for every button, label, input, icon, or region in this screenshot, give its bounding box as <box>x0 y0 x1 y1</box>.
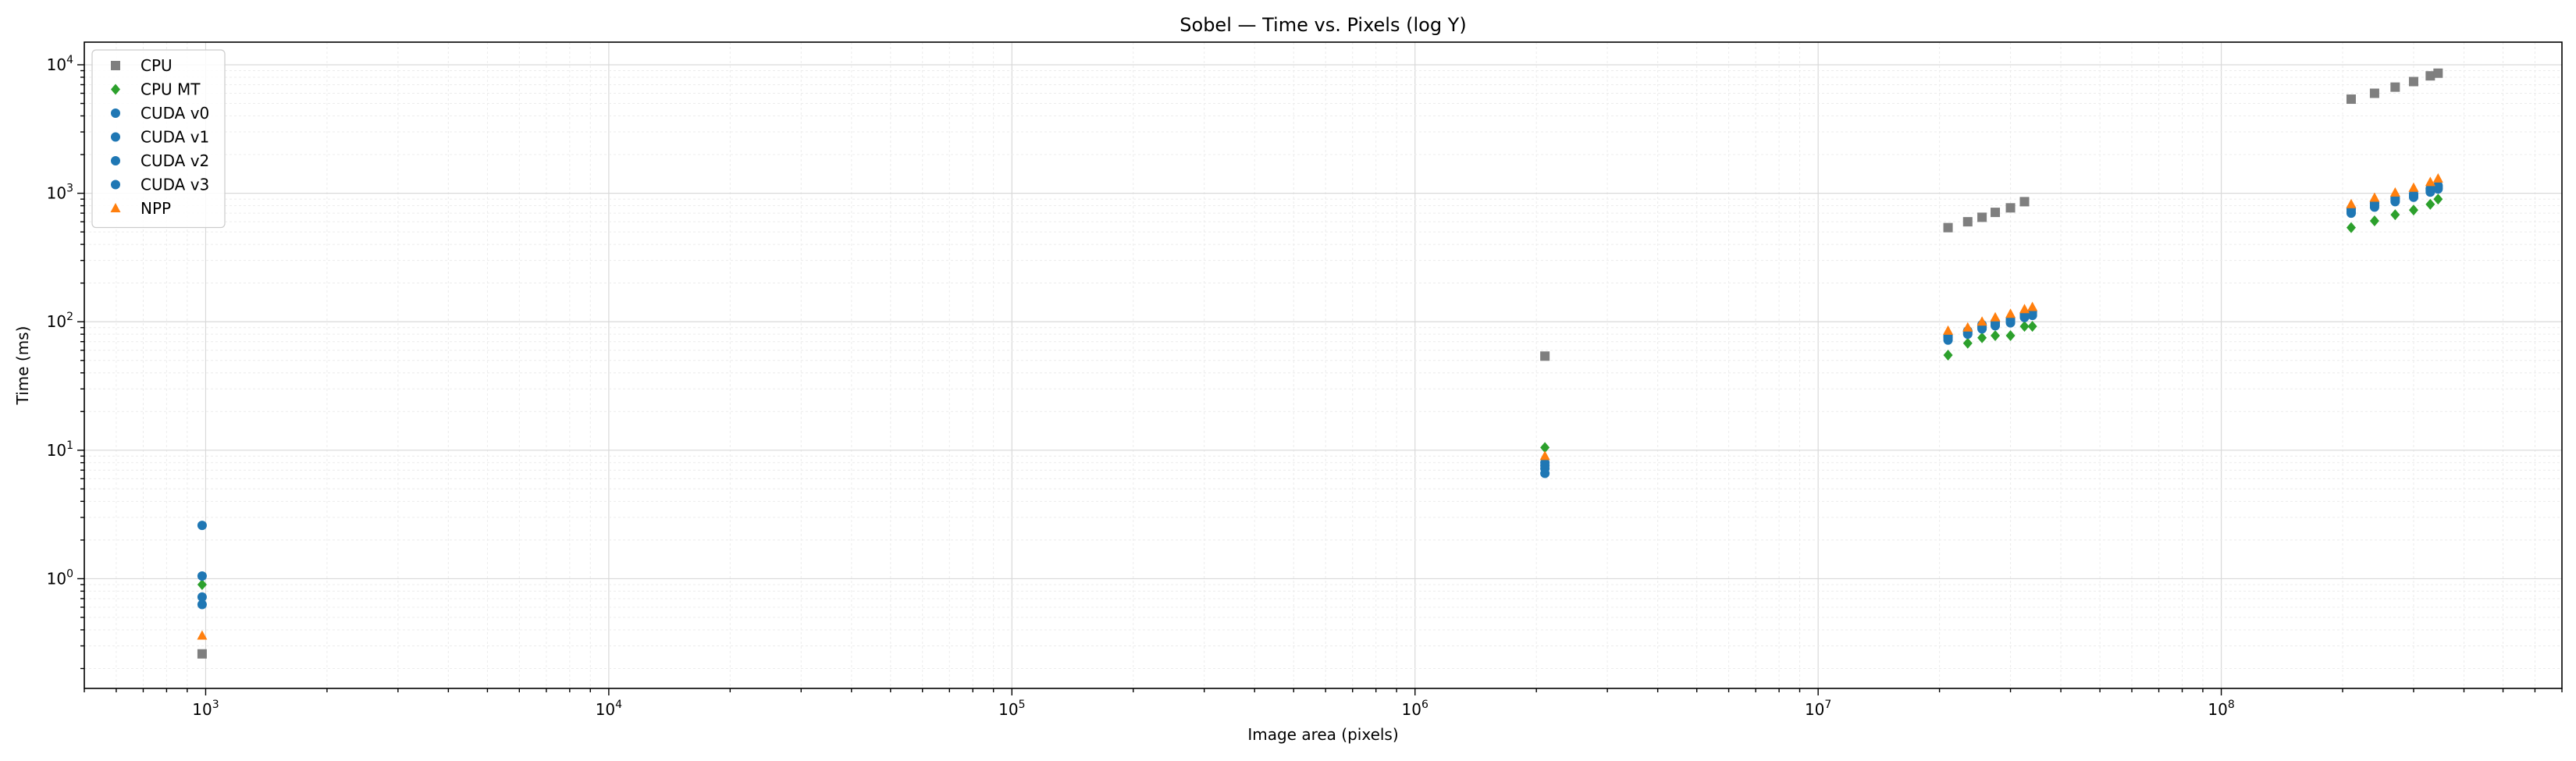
y-tick-label: 103 <box>47 183 73 203</box>
chart-title: Sobel — Time vs. Pixels (log Y) <box>1179 14 1466 36</box>
data-point <box>2019 197 2030 207</box>
data-point <box>2005 329 2016 341</box>
x-tick-label: 105 <box>998 699 1025 719</box>
data-point <box>1991 329 2001 341</box>
data-point <box>2425 183 2435 194</box>
plot-frame <box>84 41 2563 689</box>
data-point <box>2425 198 2435 210</box>
y-tick-label: 102 <box>47 311 73 331</box>
x-tick-label: 107 <box>1805 699 1831 719</box>
data-point <box>2019 321 2030 332</box>
data-point <box>2005 203 2016 213</box>
data-point <box>1540 351 1550 361</box>
data-point <box>1962 322 1973 332</box>
legend-label: CPU <box>141 56 173 75</box>
x-tick-label: 106 <box>1402 699 1429 719</box>
data-point <box>197 630 208 640</box>
x-tick-label: 108 <box>2208 699 2234 719</box>
legend-label: CPU MT <box>141 80 201 99</box>
data-point <box>2346 94 2356 105</box>
data-point <box>2027 301 2038 311</box>
data-point <box>2408 76 2418 87</box>
series-cpu-mt <box>197 194 2443 590</box>
legend-marker <box>111 61 120 70</box>
data-point <box>2346 198 2357 208</box>
legend-label: CUDA v0 <box>141 104 209 123</box>
series-cuda-v3 <box>197 180 2443 610</box>
data-points <box>197 68 2443 659</box>
legend-label: CUDA v3 <box>141 176 209 194</box>
data-point <box>1943 325 1954 335</box>
y-tick-label: 104 <box>47 54 73 74</box>
data-point <box>197 649 207 659</box>
legend-label: CUDA v1 <box>141 128 209 147</box>
x-tick-label: 103 <box>192 699 219 719</box>
legend-label: CUDA v2 <box>141 151 209 170</box>
data-point <box>2346 222 2356 233</box>
legend-box <box>91 49 226 229</box>
legend-label: NPP <box>141 199 171 218</box>
legend: CPU CPU MT CUDA v0 CUDA v1 CUDA v2 CUDA v3 NPP <box>91 49 226 229</box>
y-axis-title: Time (ms) <box>13 326 32 406</box>
legend-marker <box>111 84 120 95</box>
x-tick-label: 104 <box>596 699 622 719</box>
data-point <box>2433 68 2443 78</box>
data-point <box>2433 194 2443 205</box>
data-point <box>1943 332 1953 342</box>
data-point <box>2390 209 2400 221</box>
y-tick-label: 100 <box>47 567 73 588</box>
axis-ticks: 103 104 105 106 107 108 100 101 102 103 104 <box>47 54 2563 719</box>
data-point <box>2027 321 2037 332</box>
data-point <box>2005 308 2016 318</box>
data-point <box>197 592 207 602</box>
data-point <box>197 571 207 581</box>
data-point <box>1943 349 1953 361</box>
legend-marker <box>111 108 120 118</box>
data-point <box>2389 187 2400 197</box>
data-point <box>2369 215 2379 226</box>
x-axis-title: Image area (pixels) <box>1247 725 1398 744</box>
series-cpu <box>197 68 2443 659</box>
legend-marker <box>111 132 120 142</box>
data-point <box>197 599 207 610</box>
data-point <box>1540 442 1550 453</box>
y-tick-label: 101 <box>47 439 73 460</box>
data-point <box>2369 192 2380 202</box>
data-point <box>2408 204 2418 216</box>
data-point <box>1990 311 2001 322</box>
data-point <box>1962 337 1973 349</box>
legend-marker <box>110 203 121 212</box>
data-point <box>2408 182 2419 192</box>
data-point <box>2369 88 2379 98</box>
data-point <box>1976 316 1987 326</box>
data-point <box>1943 222 1953 233</box>
data-point <box>2019 304 2030 314</box>
grid <box>84 42 2563 688</box>
data-point <box>2433 180 2443 190</box>
data-point <box>197 521 207 531</box>
series-npp <box>197 172 2443 640</box>
data-point <box>2432 172 2443 183</box>
data-point <box>1977 212 1987 222</box>
data-point <box>1540 468 1550 478</box>
data-point <box>1991 208 2001 218</box>
data-point <box>2425 176 2435 187</box>
data-point <box>1977 332 1987 343</box>
data-point <box>1539 450 1550 461</box>
data-point <box>2425 71 2435 81</box>
legend-marker <box>111 156 120 165</box>
data-point <box>1962 217 1973 227</box>
data-point <box>2390 82 2400 92</box>
data-point <box>197 578 207 590</box>
legend-marker <box>111 180 120 190</box>
